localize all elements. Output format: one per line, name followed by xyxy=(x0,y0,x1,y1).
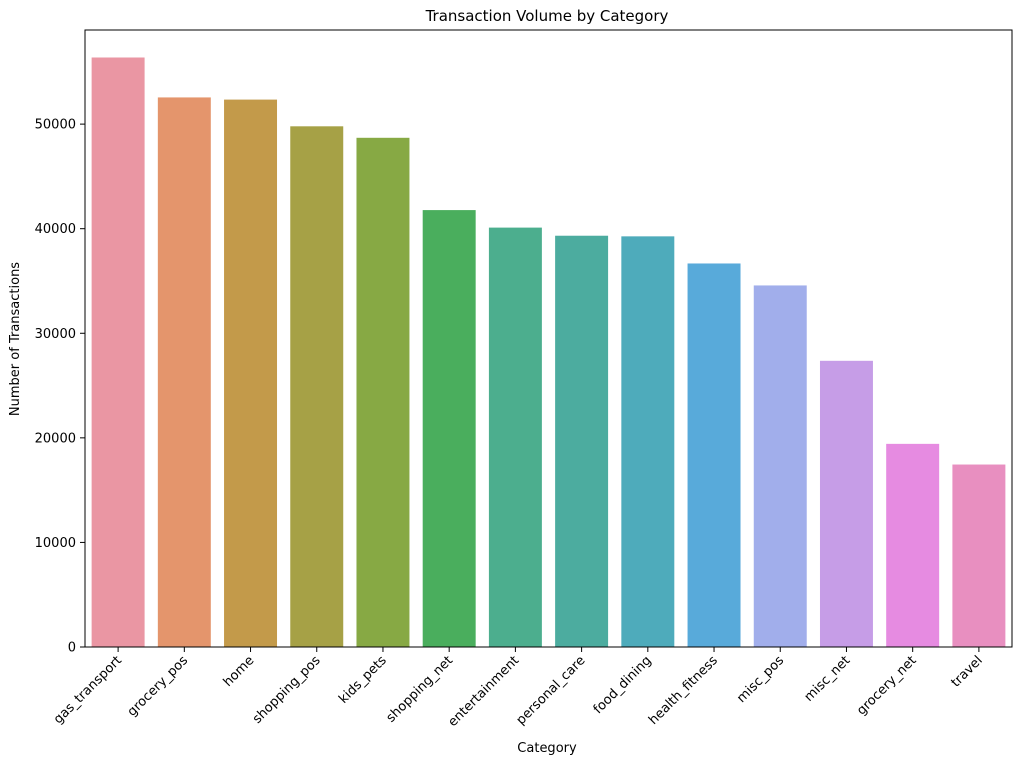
y-tick-label: 0 xyxy=(68,641,76,656)
bar-food_dining xyxy=(621,236,675,647)
bar-grocery_net xyxy=(886,443,940,647)
bar-shopping_pos xyxy=(290,126,344,647)
y-tick-label: 40000 xyxy=(35,222,76,237)
y-tick-label: 50000 xyxy=(35,118,76,133)
bar-travel xyxy=(952,464,1006,647)
x-tick-label-entertainment: entertainment xyxy=(445,653,522,730)
x-tick-label-home: home xyxy=(221,653,258,690)
bar-health_fitness xyxy=(687,263,741,647)
x-axis-label: Category xyxy=(517,741,577,756)
bar-kids_pets xyxy=(356,137,410,647)
y-axis-label: Number of Transactions xyxy=(8,262,23,416)
bar-misc_net xyxy=(819,360,873,647)
x-tick-label-health_fitness: health_fitness xyxy=(646,653,721,728)
x-tick-label-grocery_pos: grocery_pos xyxy=(125,653,192,720)
axes-frame xyxy=(84,29,1013,648)
y-tick-label: 30000 xyxy=(35,327,76,342)
bar-personal_care xyxy=(555,235,609,647)
bar-misc_pos xyxy=(753,285,807,647)
x-tick-label-shopping_net: shopping_net xyxy=(384,653,456,725)
y-tick-label: 10000 xyxy=(35,536,76,551)
y-tick-label: 20000 xyxy=(35,431,76,446)
bar-home xyxy=(224,99,278,647)
bar-entertainment xyxy=(488,227,542,648)
x-tick-label-shopping_pos: shopping_pos xyxy=(250,653,324,727)
bar-gas_transport xyxy=(91,57,145,648)
bar-grocery_pos xyxy=(157,97,211,648)
x-tick-label-misc_net: misc_net xyxy=(802,653,854,705)
chart-title: Transaction Volume by Category xyxy=(425,7,669,25)
x-tick-label-misc_pos: misc_pos xyxy=(734,653,787,706)
x-tick-label-gas_transport: gas_transport xyxy=(51,653,125,727)
x-tick-label-grocery_net: grocery_net xyxy=(854,653,919,718)
x-tick-label-travel: travel xyxy=(948,653,985,690)
x-tick-label-food_dining: food_dining xyxy=(591,653,655,717)
x-tick-label-personal_care: personal_care xyxy=(514,653,589,728)
x-tick-label-kids_pets: kids_pets xyxy=(336,653,390,707)
bar-shopping_net xyxy=(422,210,476,647)
